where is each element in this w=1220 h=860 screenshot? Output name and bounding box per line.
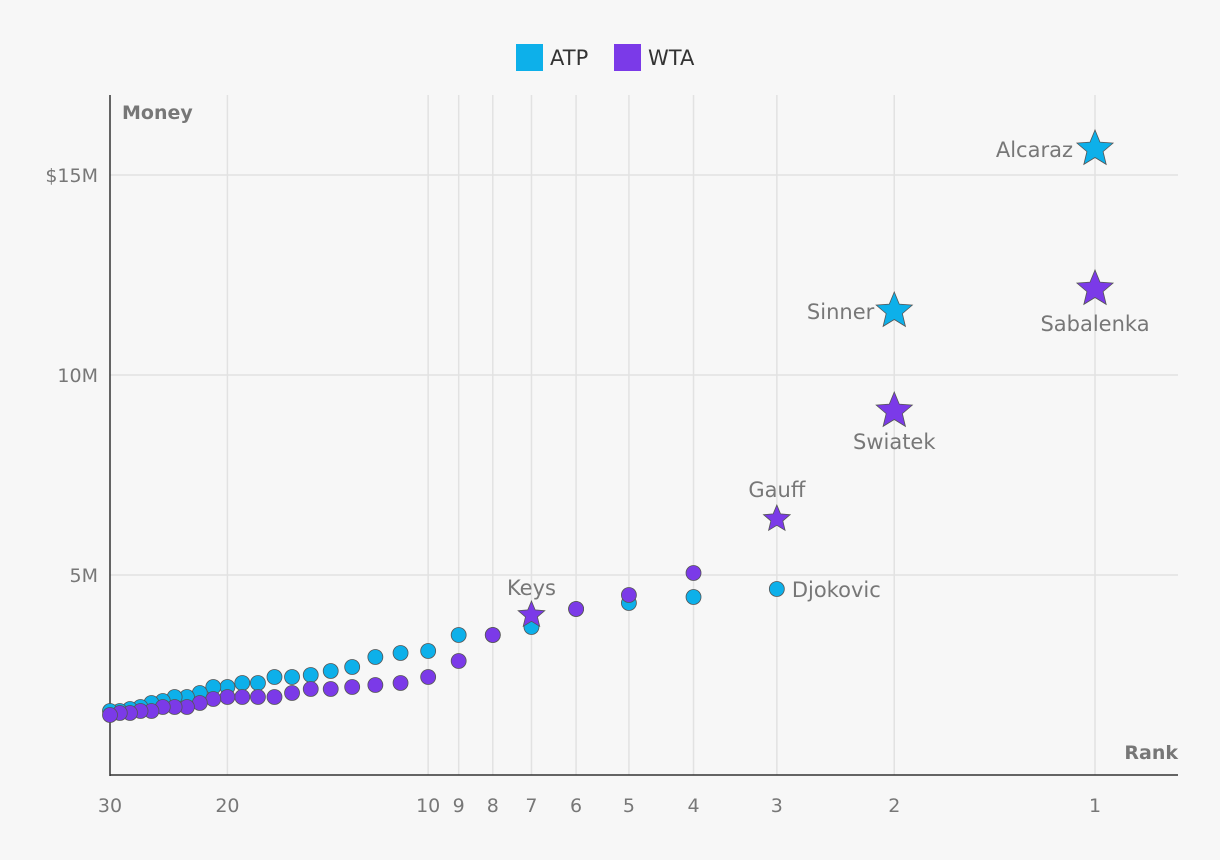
wta-star-rank-1 <box>1075 268 1115 306</box>
grid-lines <box>110 95 1178 775</box>
wta-point-rank-8 <box>484 627 501 643</box>
legend: ATP WTA <box>516 44 695 71</box>
x-tick-label-9: 9 <box>453 795 465 817</box>
wta-point-rank-16 <box>284 685 300 701</box>
wta-point-rank-13 <box>344 679 361 695</box>
wta-point-rank-14 <box>322 681 339 697</box>
atp-point-rank-16 <box>284 669 300 685</box>
wta-star-rank-2 <box>875 390 914 428</box>
wta-point-rank-4 <box>685 565 702 581</box>
atp-star-rank-1 <box>1075 128 1115 166</box>
wta-point-rank-6 <box>568 601 584 617</box>
wta-point-rank-9 <box>450 653 467 669</box>
annotation-keys: Keys <box>507 576 556 600</box>
y-tick-labels: 5M 10M $15M <box>45 165 98 587</box>
wta-point-rank-17 <box>266 689 283 705</box>
x-tick-label-30: 30 <box>98 795 122 817</box>
annotation-sabalenka: Sabalenka <box>1040 312 1149 336</box>
x-tick-label-3: 3 <box>771 795 783 817</box>
atp-point-rank-4 <box>685 589 702 605</box>
data-points <box>102 128 1115 723</box>
wta-point-rank-30 <box>102 707 118 723</box>
y-axis-title: Money <box>122 102 193 124</box>
legend-label-atp: ATP <box>550 46 588 70</box>
legend-swatch-atp <box>516 44 543 71</box>
x-tick-label-7: 7 <box>525 795 537 817</box>
x-tick-label-20: 20 <box>215 795 239 817</box>
x-tick-label-4: 4 <box>687 795 699 817</box>
atp-point-rank-15 <box>302 667 319 683</box>
x-tick-label-8: 8 <box>487 795 499 817</box>
atp-point-rank-18 <box>250 675 266 691</box>
wta-point-rank-10 <box>420 669 437 685</box>
atp-point-rank-11 <box>392 645 409 661</box>
atp-point-rank-10 <box>420 643 437 659</box>
atp-point-rank-19 <box>234 675 251 691</box>
annotation-sinner: Sinner <box>807 300 875 324</box>
x-axis-title: Rank <box>1124 742 1178 764</box>
annotation-djokovic: Djokovic <box>792 578 881 602</box>
wta-point-rank-5 <box>621 587 637 603</box>
atp-point-rank-13 <box>344 659 361 675</box>
x-tick-label-2: 2 <box>888 795 900 817</box>
y-tick-label-5m: 5M <box>70 565 98 587</box>
x-tick-label-5: 5 <box>623 795 635 817</box>
legend-swatch-wta <box>614 44 641 71</box>
axes <box>109 95 1178 776</box>
atp-point-rank-12 <box>367 649 384 665</box>
atp-point-rank-9 <box>450 627 467 643</box>
y-tick-label-10m: 10M <box>57 365 98 387</box>
atp-point-rank-3 <box>768 581 785 597</box>
wta-point-rank-12 <box>367 677 384 693</box>
wta-point-rank-18 <box>250 689 266 705</box>
wta-point-rank-21 <box>205 691 222 707</box>
wta-point-rank-19 <box>234 689 251 705</box>
legend-label-wta: WTA <box>648 46 695 70</box>
atp-point-rank-17 <box>266 669 283 685</box>
x-tick-label-1: 1 <box>1089 795 1101 817</box>
y-tick-label--15m: $15M <box>45 165 98 187</box>
point-annotations: Alcaraz Sinner Djokovic Sabalenka Swiatek Gau… <box>507 138 1150 602</box>
wta-point-rank-15 <box>302 681 319 697</box>
atp-star-rank-2 <box>875 290 914 328</box>
wta-star-rank-3 <box>762 503 792 532</box>
annotation-alcaraz: Alcaraz <box>996 138 1073 162</box>
x-tick-label-6: 6 <box>570 795 582 817</box>
annotation-gauff: Gauff <box>748 478 805 502</box>
wta-point-rank-11 <box>392 675 409 691</box>
atp-point-rank-14 <box>322 663 339 679</box>
x-tick-label-10: 10 <box>416 795 440 817</box>
wta-point-rank-20 <box>219 689 236 705</box>
x-tick-labels: 30 20 10 9 8 7 6 5 4 3 2 1 <box>98 795 1101 817</box>
annotation-swiatek: Swiatek <box>853 430 936 454</box>
wta-star-rank-7 <box>517 599 546 628</box>
